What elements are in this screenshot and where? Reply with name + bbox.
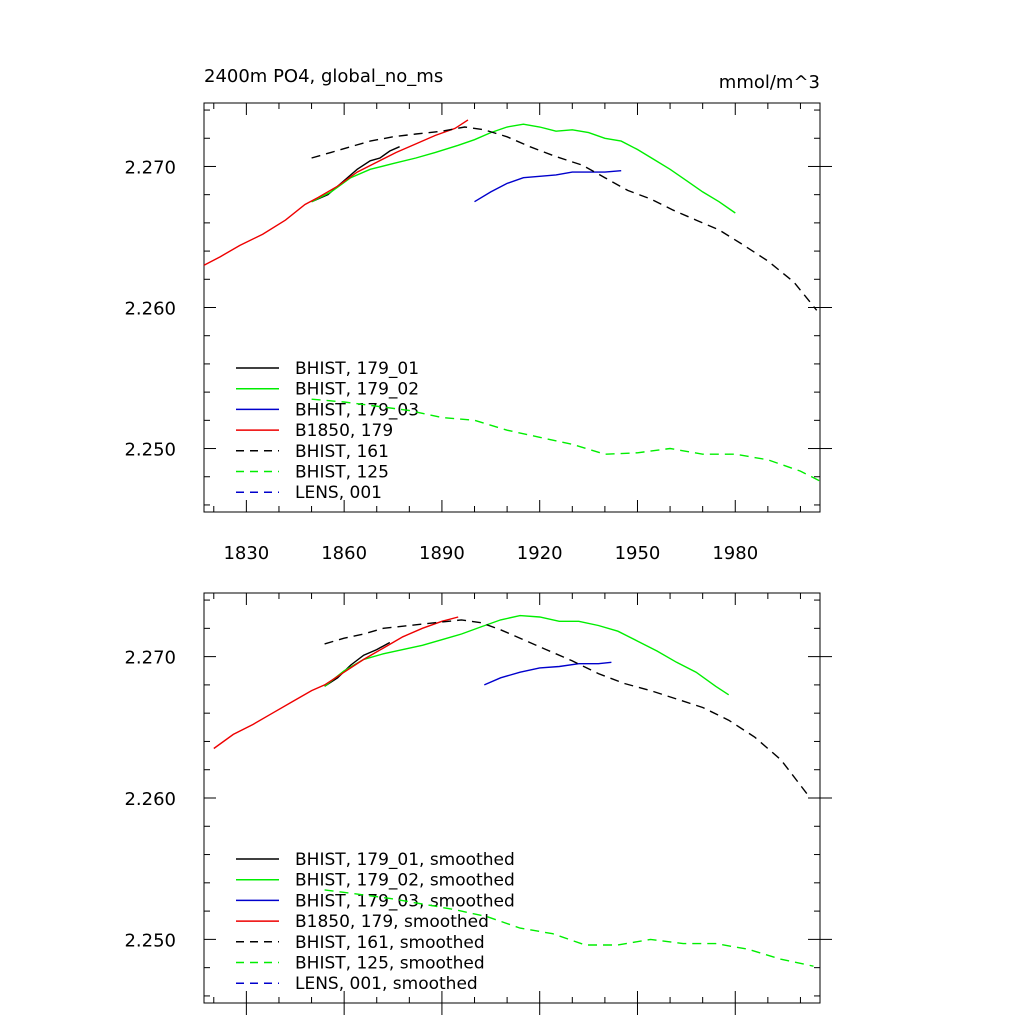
top-y-tick-label: 2.250 (124, 440, 176, 461)
top-chart-title: 2400m PO4, global_no_ms (204, 66, 443, 87)
top-chart-panel: 1830 1860 1890 1920 1950 1980 2.250 2.260 2.270 B… (124, 102, 832, 564)
top-x-tick-label: 1830 (223, 543, 269, 564)
bottom-legend-label: BHIST, 179_01, smoothed (295, 850, 515, 870)
top-series-line (311, 398, 821, 482)
top-x-tick-label: 1890 (419, 543, 465, 564)
top-series-line (474, 170, 622, 203)
bottom-legend-label: LENS, 001, smoothed (295, 974, 478, 994)
bottom-series-line (324, 614, 730, 696)
top-legend-label: LENS, 001 (295, 483, 382, 503)
bottom-series-line (324, 641, 391, 687)
bottom-legend-label: BHIST, 161, smoothed (295, 933, 485, 953)
bottom-y-tick-label: 2.260 (124, 789, 176, 810)
bottom-legend-label: BHIST, 179_02, smoothed (295, 871, 515, 891)
bottom-y-tick-label: 2.250 (124, 930, 176, 951)
top-legend-label: BHIST, 125 (295, 463, 389, 483)
top-y-tick-label: 2.270 (124, 157, 176, 178)
top-series-line (203, 119, 469, 266)
top-chart-units: mmol/m^3 (719, 72, 820, 93)
top-series-line (311, 123, 736, 214)
bottom-legend-label: BHIST, 125, smoothed (295, 954, 485, 974)
bottom-series-line (324, 619, 808, 795)
top-y-tick-label: 2.260 (124, 299, 176, 320)
top-x-tick-label: 1980 (712, 543, 758, 564)
bottom-series-line (324, 889, 814, 967)
top-legend-label: BHIST, 179_02 (295, 380, 419, 400)
top-x-tick-label: 1920 (517, 543, 563, 564)
top-legend-label: BHIST, 161 (295, 442, 389, 462)
bottom-y-tick-label: 2.270 (124, 648, 176, 669)
bottom-series-line (484, 661, 612, 686)
top-legend-label: BHIST, 179_01 (295, 359, 419, 379)
top-series-line (311, 126, 818, 311)
top-x-tick-label: 1950 (615, 543, 661, 564)
bottom-legend-label: B1850, 179, smoothed (295, 912, 489, 932)
top-x-tick-label: 1860 (321, 543, 367, 564)
bottom-series-line (213, 616, 459, 750)
top-legend-label: B1850, 179 (295, 421, 393, 441)
top-legend-label: BHIST, 179_03 (295, 400, 419, 420)
